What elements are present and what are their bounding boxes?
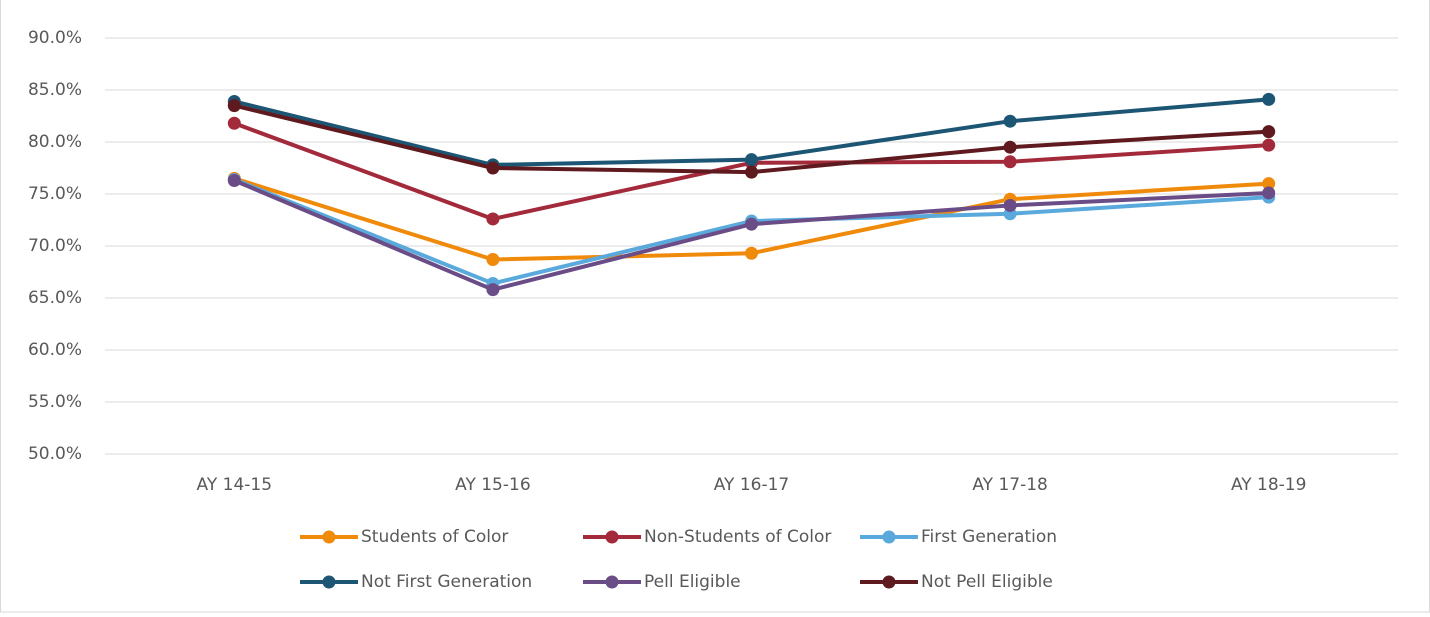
point [486, 283, 500, 297]
y-tick-label: 60.0% [28, 340, 82, 360]
legend-label: Not Pell Eligible [921, 572, 1053, 592]
point [1003, 198, 1017, 212]
y-tick-label: 50.0% [28, 444, 82, 464]
x-tick-label: AY 18-19 [1231, 475, 1307, 495]
point [1262, 125, 1276, 139]
point [745, 246, 758, 260]
y-tick-label: 55.0% [28, 392, 82, 412]
legend-label: Pell Eligible [644, 572, 741, 592]
legend-marker [605, 530, 619, 544]
y-tick-label: 90.0% [28, 28, 82, 48]
point [1003, 114, 1017, 128]
series-line [233, 177, 1269, 286]
point [1262, 138, 1276, 152]
point [1262, 177, 1276, 191]
point [745, 217, 758, 231]
y-tick-label: 85.0% [28, 80, 82, 100]
x-tick-label: AY 14-15 [197, 475, 273, 495]
x-tick-label: AY 17-18 [972, 475, 1048, 495]
point [227, 173, 241, 187]
legend-marker [882, 575, 896, 589]
point [1262, 186, 1276, 200]
series-line [233, 178, 1269, 292]
point [227, 116, 241, 130]
y-tick-label: 70.0% [28, 236, 82, 256]
legend-marker [322, 530, 336, 544]
x-tick-label: AY 15-16 [455, 475, 531, 495]
legend-label: First Generation [921, 527, 1057, 547]
legend-label: Non-Students of Color [644, 527, 831, 547]
legend-marker [882, 530, 896, 544]
point [227, 99, 241, 113]
legend-label: Not First Generation [361, 572, 532, 592]
legend-label: Students of Color [361, 527, 508, 547]
point [486, 253, 500, 267]
y-tick-label: 75.0% [28, 184, 82, 204]
legend-marker [322, 575, 336, 589]
point [1003, 140, 1017, 154]
x-tick-label: AY 16-17 [714, 475, 790, 495]
y-tick-label: 65.0% [28, 288, 82, 308]
point [745, 165, 758, 179]
point [1262, 92, 1276, 106]
point [1003, 155, 1017, 169]
legend-marker [605, 575, 619, 589]
y-tick-label: 80.0% [28, 132, 82, 152]
point [486, 161, 500, 175]
point [745, 153, 758, 167]
point [486, 212, 500, 226]
